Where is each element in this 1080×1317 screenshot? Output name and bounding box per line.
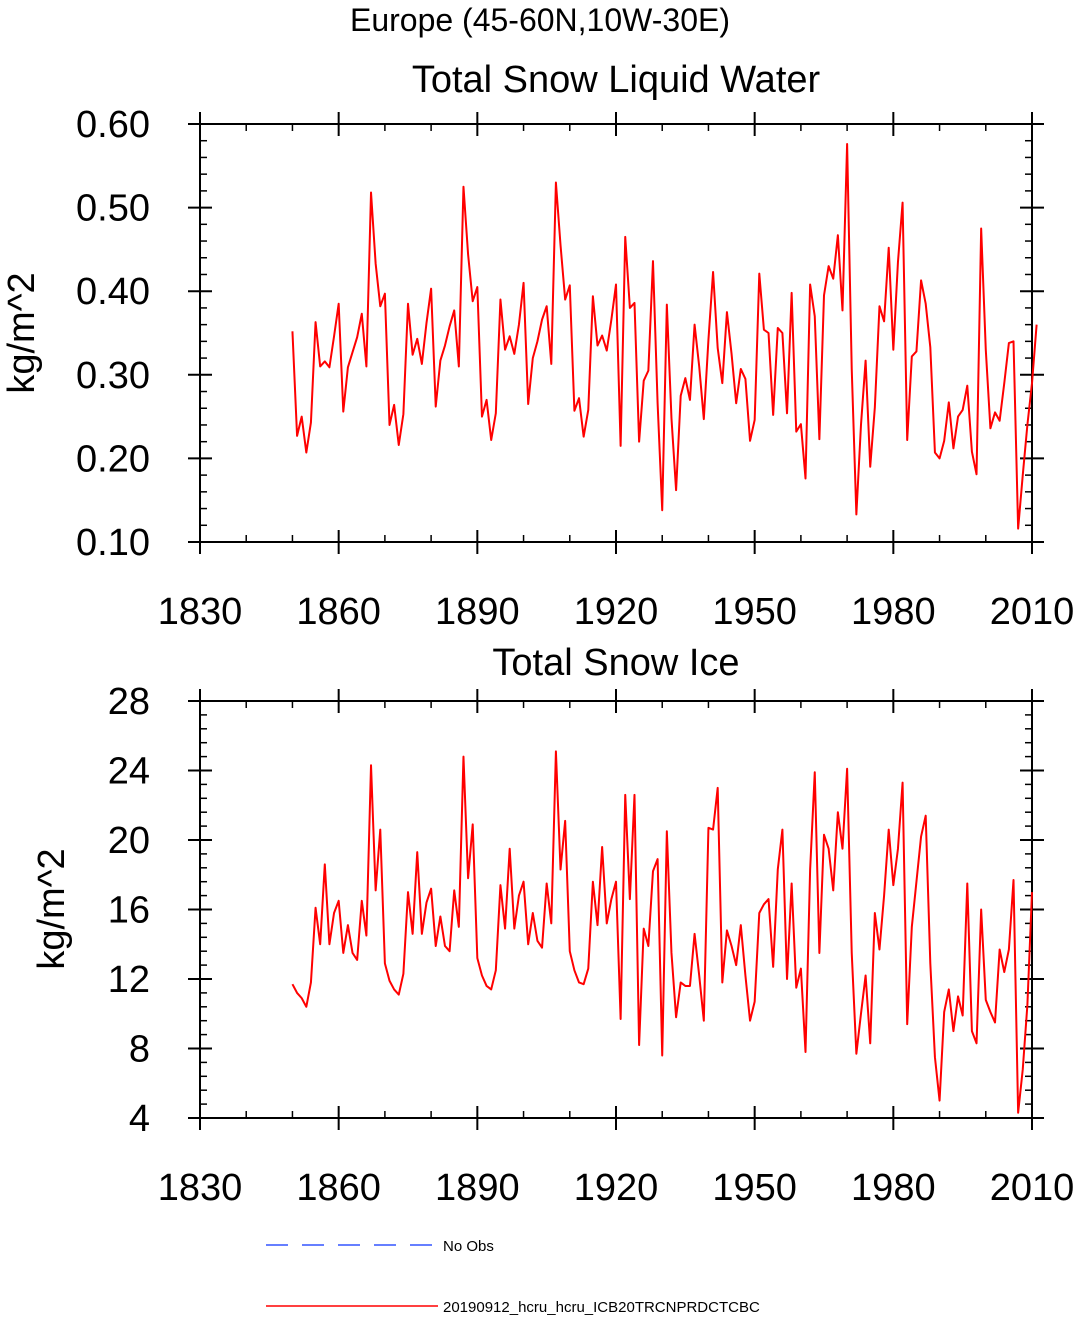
x-tick-label: 1980 bbox=[851, 591, 936, 633]
y-tick-label: 0.60 bbox=[76, 104, 150, 146]
x-tick-label: 1950 bbox=[712, 591, 797, 633]
y-tick-label: 0.20 bbox=[76, 438, 150, 480]
y-tick-label: 0.10 bbox=[76, 522, 150, 564]
x-tick-label: 1890 bbox=[435, 1167, 520, 1209]
x-tick-label: 1860 bbox=[296, 1167, 381, 1209]
y-tick-label: 0.30 bbox=[76, 355, 150, 397]
x-tick-label: 2010 bbox=[990, 591, 1075, 633]
legend-label: No Obs bbox=[443, 1238, 494, 1255]
x-tick-label: 1920 bbox=[574, 1167, 659, 1209]
legend: No Obs 20190912_hcru_hcru_ICB20TRCNPRDCTC… bbox=[266, 1238, 760, 1316]
y-tick-label: 16 bbox=[108, 890, 150, 932]
y-tick-label: 24 bbox=[108, 751, 150, 793]
x-tick-label: 1980 bbox=[851, 1167, 936, 1209]
y-tick-label: 0.50 bbox=[76, 188, 150, 230]
series-line bbox=[291, 750, 1033, 1114]
x-tick-label: 2010 bbox=[990, 1167, 1075, 1209]
y-axis-label: kg/m^2 bbox=[31, 848, 73, 969]
y-tick-label: 20 bbox=[108, 820, 150, 862]
figure-title-text: Europe (45-60N,10W-30E) bbox=[349, 2, 731, 38]
panel-snow-ice: Total Snow Ice kg/m^2 4 8 12 16 20 24 28 1830 1860… bbox=[31, 642, 1074, 1209]
x-tick-label: 1860 bbox=[296, 591, 381, 633]
figure-title: Europe (45-60N,10W-30E) bbox=[0, 0, 1080, 40]
y-tick-label: 8 bbox=[129, 1029, 150, 1071]
y-tick-label: 0.40 bbox=[76, 271, 150, 313]
x-tick-label: 1890 bbox=[435, 591, 520, 633]
legend-label: 20190912_hcru_hcru_ICB20TRCNPRDCTCBC bbox=[443, 1299, 760, 1316]
panel-snow-liquid-water: Total Snow Liquid Water kg/m^2 0.10 0.20 0.3… bbox=[1, 59, 1074, 633]
plot-frame bbox=[199, 123, 1033, 543]
x-tick-label: 1920 bbox=[574, 591, 659, 633]
chart-title: Total Snow Liquid Water bbox=[412, 59, 821, 101]
series-line bbox=[291, 143, 1038, 530]
x-tick-label: 1950 bbox=[712, 1167, 797, 1209]
y-tick-label: 28 bbox=[108, 681, 150, 723]
y-tick-label: 4 bbox=[129, 1098, 150, 1140]
x-tick-label: 1830 bbox=[158, 1167, 243, 1209]
y-axis-label: kg/m^2 bbox=[1, 272, 43, 393]
chart-title: Total Snow Ice bbox=[492, 642, 739, 684]
y-tick-label: 12 bbox=[108, 959, 150, 1001]
x-tick-label: 1830 bbox=[158, 591, 243, 633]
